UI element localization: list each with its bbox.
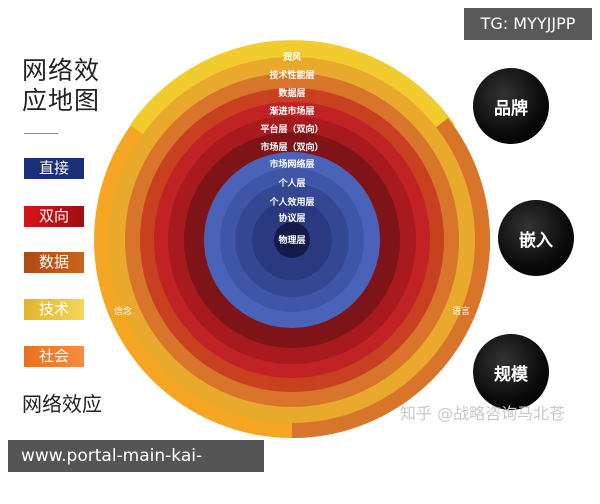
ring-label: 个人效用层 [269, 198, 315, 208]
ring-label: 市场层（双向） [260, 143, 324, 153]
ring-label: 渐进市场层 [269, 107, 315, 117]
legend-direct: 直接 [24, 158, 84, 179]
legend-data: 数据 [24, 252, 84, 273]
ring-label: 平台层（双向） [260, 125, 324, 135]
outer-label-language: 语言 [452, 307, 471, 317]
ring-label: 物理层 [278, 236, 306, 246]
footer-title: 网络效应 [22, 392, 102, 416]
legend-technology: 技术 [24, 299, 84, 320]
ring-label: 个人层 [278, 179, 306, 189]
ring-label: 润风 [282, 53, 301, 63]
ring-label: 技术性能层 [269, 71, 315, 81]
zhihu-watermark: 知乎 @战略咨询马北苍 [400, 404, 566, 423]
divider [24, 133, 58, 134]
legend-social: 社会 [24, 346, 84, 367]
tg-watermark: TG: MYYJJPP [464, 8, 592, 40]
page-title: 网络效 应地图 [22, 56, 101, 115]
ring-label: 市场网络层 [269, 160, 315, 170]
ring-label: 协议层 [278, 214, 306, 224]
embed-circle: 嵌入 [498, 200, 574, 276]
scale-circle: 规模 [473, 334, 549, 410]
legend-two-way: 双向 [24, 206, 84, 227]
url-watermark: www.portal-main-kai-yun.com [8, 440, 264, 498]
ring-label: 数据层 [278, 89, 306, 99]
brand-circle: 品牌 [473, 68, 549, 144]
outer-label-belief: 信念 [114, 307, 133, 317]
network-effects-ring-diagram [94, 40, 491, 439]
